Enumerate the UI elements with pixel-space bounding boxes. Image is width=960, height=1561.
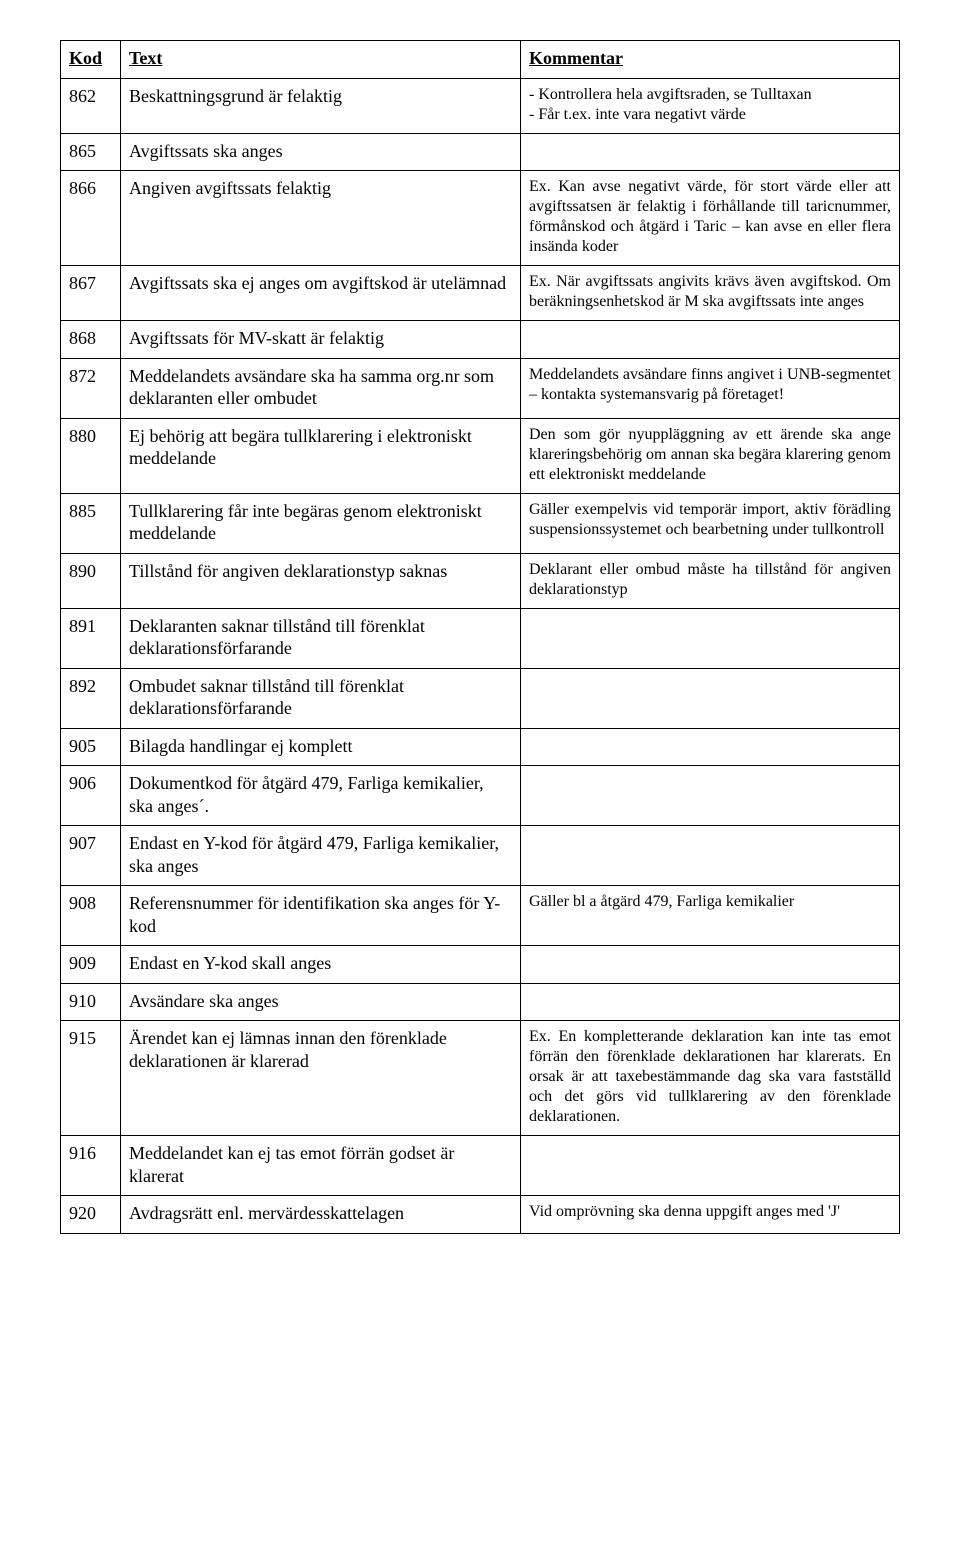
cell-kommentar: Deklarant eller ombud måste ha tillstånd… — [521, 553, 900, 608]
cell-kommentar — [521, 946, 900, 984]
cell-kod: 920 — [61, 1196, 121, 1234]
table-body: 862Beskattningsgrund är felaktig- Kontro… — [61, 78, 900, 1233]
cell-kommentar — [521, 1136, 900, 1196]
cell-kommentar: Ex. När avgiftssats angivits krävs även … — [521, 266, 900, 321]
cell-kommentar: - Kontrollera hela avgiftsraden, se Tull… — [521, 78, 900, 133]
cell-text: Avdragsrätt enl. mervärdesskattelagen — [121, 1196, 521, 1234]
table-row: 910Avsändare ska anges — [61, 983, 900, 1021]
table-row: 865Avgiftssats ska anges — [61, 133, 900, 171]
table-row: 906Dokumentkod för åtgärd 479, Farliga k… — [61, 766, 900, 826]
cell-kommentar: Meddelandets avsändare finns angivet i U… — [521, 358, 900, 418]
cell-kod: 868 — [61, 321, 121, 359]
cell-kommentar — [521, 983, 900, 1021]
cell-text: Endast en Y-kod för åtgärd 479, Farliga … — [121, 826, 521, 886]
table-row: 916Meddelandet kan ej tas emot förrän go… — [61, 1136, 900, 1196]
kommentar-text: Vid omprövning ska denna uppgift anges m… — [529, 1202, 891, 1222]
cell-kod: 866 — [61, 171, 121, 266]
cell-text: Tullklarering får inte begäras genom ele… — [121, 493, 521, 553]
cell-kommentar — [521, 608, 900, 668]
col-header-kod: Kod — [61, 41, 121, 79]
cell-kod: 915 — [61, 1021, 121, 1136]
cell-text: Avgiftssats ska ej anges om avgiftskod ä… — [121, 266, 521, 321]
cell-text: Avgiftssats för MV-skatt är felaktig — [121, 321, 521, 359]
cell-kommentar: Ex. Kan avse negativt värde, för stort v… — [521, 171, 900, 266]
cell-kod: 892 — [61, 668, 121, 728]
cell-kod: 891 — [61, 608, 121, 668]
cell-kod: 880 — [61, 418, 121, 493]
cell-text: Avgiftssats ska anges — [121, 133, 521, 171]
cell-kod: 909 — [61, 946, 121, 984]
kommentar-text: Gäller exempelvis vid temporär import, a… — [529, 500, 891, 540]
col-header-text: Text — [121, 41, 521, 79]
table-row: 915Ärendet kan ej lämnas innan den fören… — [61, 1021, 900, 1136]
cell-kod: 862 — [61, 78, 121, 133]
table-row: 880Ej behörig att begära tullklarering i… — [61, 418, 900, 493]
cell-kod: 885 — [61, 493, 121, 553]
col-header-kommentar: Kommentar — [521, 41, 900, 79]
kommentar-text: Ex. Kan avse negativt värde, för stort v… — [529, 177, 891, 257]
cell-kommentar — [521, 826, 900, 886]
cell-text: Endast en Y-kod skall anges — [121, 946, 521, 984]
cell-kommentar — [521, 766, 900, 826]
cell-text: Avsändare ska anges — [121, 983, 521, 1021]
table-row: 891Deklaranten saknar tillstånd till för… — [61, 608, 900, 668]
cell-kod: 906 — [61, 766, 121, 826]
cell-kommentar — [521, 668, 900, 728]
table-row: 890Tillstånd för angiven deklarationstyp… — [61, 553, 900, 608]
cell-kod: 867 — [61, 266, 121, 321]
cell-text: Referensnummer för identifikation ska an… — [121, 886, 521, 946]
table-row: 866Angiven avgiftssats felaktigEx. Kan a… — [61, 171, 900, 266]
table-row: 885Tullklarering får inte begäras genom … — [61, 493, 900, 553]
kommentar-text: Ex. När avgiftssats angivits krävs även … — [529, 272, 891, 312]
cell-text: Meddelandet kan ej tas emot förrän godse… — [121, 1136, 521, 1196]
table-row: 867Avgiftssats ska ej anges om avgiftsko… — [61, 266, 900, 321]
kommentar-text: Gäller bl a åtgärd 479, Farliga kemikali… — [529, 892, 891, 912]
cell-text: Ej behörig att begära tullklarering i el… — [121, 418, 521, 493]
cell-kommentar: Den som gör nyuppläggning av ett ärende … — [521, 418, 900, 493]
cell-text: Meddelandets avsändare ska ha samma org.… — [121, 358, 521, 418]
kommentar-text: - Kontrollera hela avgiftsraden, se Tull… — [529, 85, 891, 125]
cell-text: Dokumentkod för åtgärd 479, Farliga kemi… — [121, 766, 521, 826]
cell-kod: 872 — [61, 358, 121, 418]
table-row: 920Avdragsrätt enl. mervärdesskattelagen… — [61, 1196, 900, 1234]
table-row: 905Bilagda handlingar ej komplett — [61, 728, 900, 766]
cell-kod: 890 — [61, 553, 121, 608]
cell-kod: 865 — [61, 133, 121, 171]
cell-kommentar — [521, 728, 900, 766]
table-row: 907Endast en Y-kod för åtgärd 479, Farli… — [61, 826, 900, 886]
table-row: 908Referensnummer för identifikation ska… — [61, 886, 900, 946]
cell-text: Bilagda handlingar ej komplett — [121, 728, 521, 766]
cell-kommentar: Gäller bl a åtgärd 479, Farliga kemikali… — [521, 886, 900, 946]
codes-table: Kod Text Kommentar 862Beskattningsgrund … — [60, 40, 900, 1234]
cell-text: Ärendet kan ej lämnas innan den förenkla… — [121, 1021, 521, 1136]
kommentar-text: Ex. En kompletterande deklaration kan in… — [529, 1027, 891, 1127]
cell-kommentar: Gäller exempelvis vid temporär import, a… — [521, 493, 900, 553]
cell-text: Ombudet saknar tillstånd till förenklat … — [121, 668, 521, 728]
table-header: Kod Text Kommentar — [61, 41, 900, 79]
table-row: 872Meddelandets avsändare ska ha samma o… — [61, 358, 900, 418]
cell-kod: 907 — [61, 826, 121, 886]
table-header-row: Kod Text Kommentar — [61, 41, 900, 79]
cell-kommentar — [521, 321, 900, 359]
cell-text: Tillstånd för angiven deklarationstyp sa… — [121, 553, 521, 608]
cell-text: Deklaranten saknar tillstånd till förenk… — [121, 608, 521, 668]
kommentar-text: Meddelandets avsändare finns angivet i U… — [529, 365, 891, 405]
cell-kod: 910 — [61, 983, 121, 1021]
table-row: 862Beskattningsgrund är felaktig- Kontro… — [61, 78, 900, 133]
cell-kod: 908 — [61, 886, 121, 946]
document-page: Kod Text Kommentar 862Beskattningsgrund … — [0, 0, 960, 1294]
cell-text: Angiven avgiftssats felaktig — [121, 171, 521, 266]
table-row: 909Endast en Y-kod skall anges — [61, 946, 900, 984]
table-row: 868Avgiftssats för MV-skatt är felaktig — [61, 321, 900, 359]
cell-kommentar: Vid omprövning ska denna uppgift anges m… — [521, 1196, 900, 1234]
cell-kommentar: Ex. En kompletterande deklaration kan in… — [521, 1021, 900, 1136]
cell-kod: 916 — [61, 1136, 121, 1196]
cell-kommentar — [521, 133, 900, 171]
cell-text: Beskattningsgrund är felaktig — [121, 78, 521, 133]
cell-kod: 905 — [61, 728, 121, 766]
kommentar-text: Deklarant eller ombud måste ha tillstånd… — [529, 560, 891, 600]
kommentar-text: Den som gör nyuppläggning av ett ärende … — [529, 425, 891, 485]
table-row: 892Ombudet saknar tillstånd till förenkl… — [61, 668, 900, 728]
